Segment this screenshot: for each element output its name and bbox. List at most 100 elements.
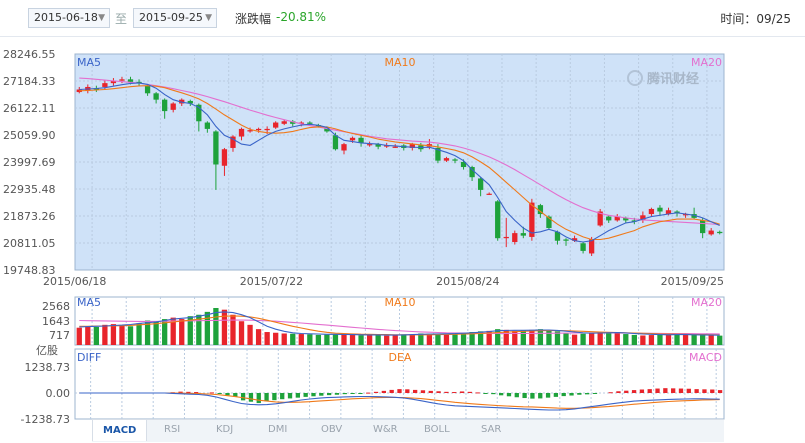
- macd-bar: [436, 391, 441, 393]
- candle: [409, 144, 415, 148]
- end-date-select[interactable]: 2015-09-25 ▼: [133, 8, 217, 28]
- volume-bar: [213, 308, 219, 345]
- candle: [127, 79, 134, 82]
- macd-bar: [444, 391, 449, 393]
- macd-bar: [616, 391, 621, 393]
- macd-bar: [671, 388, 676, 393]
- tab-rsi[interactable]: RSI: [164, 424, 181, 435]
- candle: [144, 85, 151, 94]
- macd-legend-diff: DIFF: [77, 351, 101, 364]
- macd-bar: [358, 393, 363, 394]
- candle: [213, 131, 219, 165]
- candle: [563, 239, 569, 241]
- macd-bar: [350, 393, 355, 394]
- volume-bar: [144, 320, 151, 345]
- candle: [486, 193, 492, 195]
- macd-bar: [326, 393, 332, 396]
- volume-bar: [503, 329, 509, 345]
- macd-bar: [694, 389, 699, 393]
- volume-bar: [247, 324, 253, 345]
- macd-bar: [553, 393, 559, 397]
- volume-bar: [273, 332, 279, 345]
- macd-bar: [639, 389, 645, 393]
- legend-ma5: MA5: [77, 56, 101, 69]
- tab-boll[interactable]: BOLL: [424, 424, 450, 435]
- macd-panel: 1238.73 0.00 -1238.73 DIFF DEA MACD: [21, 348, 725, 426]
- macd-bar: [178, 391, 183, 393]
- volume-bar: [657, 334, 663, 345]
- candle: [238, 128, 245, 137]
- price-x-tick-label: 2015/07/22: [240, 275, 303, 288]
- volume-bar: [418, 333, 424, 345]
- macd-bar: [405, 389, 410, 393]
- candle: [554, 231, 561, 241]
- macd-bar: [585, 393, 590, 395]
- candle: [179, 99, 185, 104]
- macd-bar: [506, 393, 512, 397]
- tab-sar[interactable]: SAR: [481, 424, 502, 435]
- macd-bar: [459, 391, 465, 393]
- volume-bar: [93, 326, 99, 345]
- watermark-logo-icon: [627, 70, 643, 86]
- candle: [435, 147, 441, 161]
- candle: [264, 128, 270, 131]
- candle: [700, 220, 706, 234]
- candle: [657, 207, 663, 212]
- candle: [170, 103, 176, 110]
- macd-y-tick-label: -1238.73: [21, 413, 70, 426]
- volume-legend-ma10: MA10: [384, 296, 415, 309]
- volume-y-tick-label: 1643: [42, 315, 70, 328]
- tab-macd[interactable]: MACD: [92, 420, 148, 441]
- candle: [349, 137, 356, 141]
- volume-bar: [580, 333, 586, 345]
- diff-line: [79, 392, 720, 411]
- volume-bar: [401, 334, 407, 345]
- macd-bar: [373, 391, 379, 393]
- macd-bar: [561, 393, 566, 397]
- volume-bar: [648, 335, 655, 345]
- candle: [392, 146, 398, 148]
- volume-bar: [426, 333, 433, 345]
- tab-obv[interactable]: OBV: [321, 424, 343, 435]
- indicator-tabs: MACD RSI KDJ DMI OBV W&R BOLL SAR: [92, 419, 724, 442]
- macd-bar: [545, 393, 551, 398]
- to-label: 至: [115, 12, 128, 26]
- candle: [273, 122, 279, 128]
- start-date-select[interactable]: 2015-06-18 ▼: [28, 8, 110, 28]
- macd-bar: [366, 392, 371, 394]
- volume-bar: [162, 319, 168, 345]
- macd-bar: [577, 393, 582, 395]
- candle: [384, 145, 390, 147]
- tab-kdj[interactable]: KDJ: [216, 424, 234, 435]
- candle: [717, 231, 723, 234]
- volume-unit-label: 亿股: [36, 344, 58, 357]
- ma5-line: [79, 82, 720, 243]
- volume-bar: [495, 329, 501, 345]
- candle: [708, 230, 714, 235]
- price-y-tick-label: 22935.48: [3, 183, 56, 196]
- candle: [162, 99, 168, 112]
- time-readout: 时间：09/25: [720, 10, 791, 27]
- volume-bar: [477, 331, 484, 345]
- volume-bar: [469, 332, 475, 345]
- candle: [153, 93, 159, 100]
- macd-bar: [412, 389, 418, 393]
- candle: [76, 89, 82, 93]
- macd-bar: [569, 393, 574, 396]
- volume-bar: [682, 334, 689, 345]
- volume-bar: [392, 335, 398, 345]
- candle: [247, 130, 253, 132]
- tab-dmi[interactable]: DMI: [268, 424, 288, 435]
- macd-bar: [319, 393, 324, 396]
- start-date-value: 2015-06-18: [34, 11, 98, 24]
- tab-wr[interactable]: W&R: [373, 424, 398, 435]
- volume-bar: [597, 332, 603, 345]
- candle: [537, 205, 544, 215]
- macd-bar: [452, 392, 457, 394]
- chevron-down-icon: ▼: [98, 13, 105, 23]
- chevron-down-icon: ▼: [205, 13, 212, 23]
- candle: [529, 202, 535, 237]
- candle: [221, 149, 228, 166]
- candle: [665, 210, 672, 215]
